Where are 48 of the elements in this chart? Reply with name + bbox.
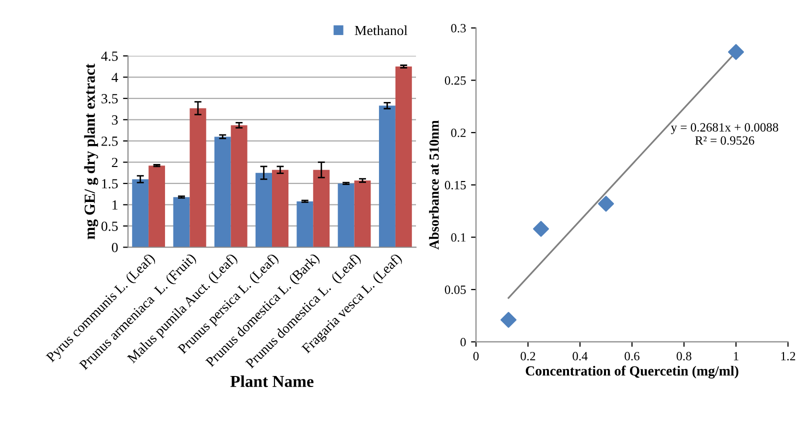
bar	[313, 170, 330, 248]
bar	[214, 136, 231, 248]
y-tick-label: 4	[112, 72, 118, 82]
x-tick-label: 0.8	[676, 352, 692, 360]
bar	[132, 179, 149, 248]
y-tick-label: 0.15	[444, 180, 466, 190]
y-tick-label: 0	[460, 338, 466, 346]
bar	[296, 201, 314, 248]
bar	[378, 106, 396, 248]
y-tick-label: 0.25	[444, 76, 466, 85]
bar	[395, 66, 412, 248]
point	[533, 220, 549, 237]
x-tick-label: 0.2	[520, 352, 536, 360]
x-tick-label: 1.2	[781, 352, 796, 360]
x-tick-label: 0.6	[624, 352, 640, 360]
point	[728, 44, 744, 60]
y-tick-label: 0	[112, 242, 118, 252]
y-tick-label: 1	[112, 200, 118, 210]
y-tick-label: 1.5	[102, 179, 118, 188]
x-tick-label: 0	[473, 352, 479, 360]
y-tick-label: 0.1	[451, 233, 466, 242]
x-tick-label: 0.4	[572, 352, 588, 360]
y-tick-label: 0.3	[451, 24, 466, 32]
bar	[256, 172, 272, 248]
y-tick-label: 4.5	[101, 52, 118, 61]
y-tick-label: 0.2	[451, 128, 466, 138]
bar	[148, 166, 166, 248]
annotation: y = 0.2681x + 0.0088 R² = 0.9526	[670, 123, 778, 145]
y-axis-title: Absorbance at 510nm	[429, 120, 439, 250]
y-tick-label: 3.5	[102, 94, 118, 104]
point	[500, 312, 516, 328]
legend-label: Methanol	[354, 25, 408, 36]
bar	[190, 108, 206, 248]
y-tick-label: 2	[112, 158, 118, 168]
y-axis-title: mg GE/ g dry plant extract	[84, 64, 98, 240]
bar	[272, 170, 288, 248]
point	[598, 196, 614, 212]
y-tick-label: 2.5	[102, 136, 118, 146]
y-tick-label: 0.05	[444, 286, 466, 294]
x-tick-label: 1	[734, 352, 738, 360]
x-axis-title: Plant Name	[230, 375, 314, 388]
bar	[354, 180, 371, 248]
x-axis-title: Concentration of Quercetin (mg/ml)	[526, 366, 738, 379]
bar	[173, 197, 190, 248]
y-tick-label: 3	[112, 115, 118, 125]
y-tick-label: 0.5	[101, 222, 118, 232]
bar	[230, 125, 248, 248]
bar	[338, 183, 354, 248]
